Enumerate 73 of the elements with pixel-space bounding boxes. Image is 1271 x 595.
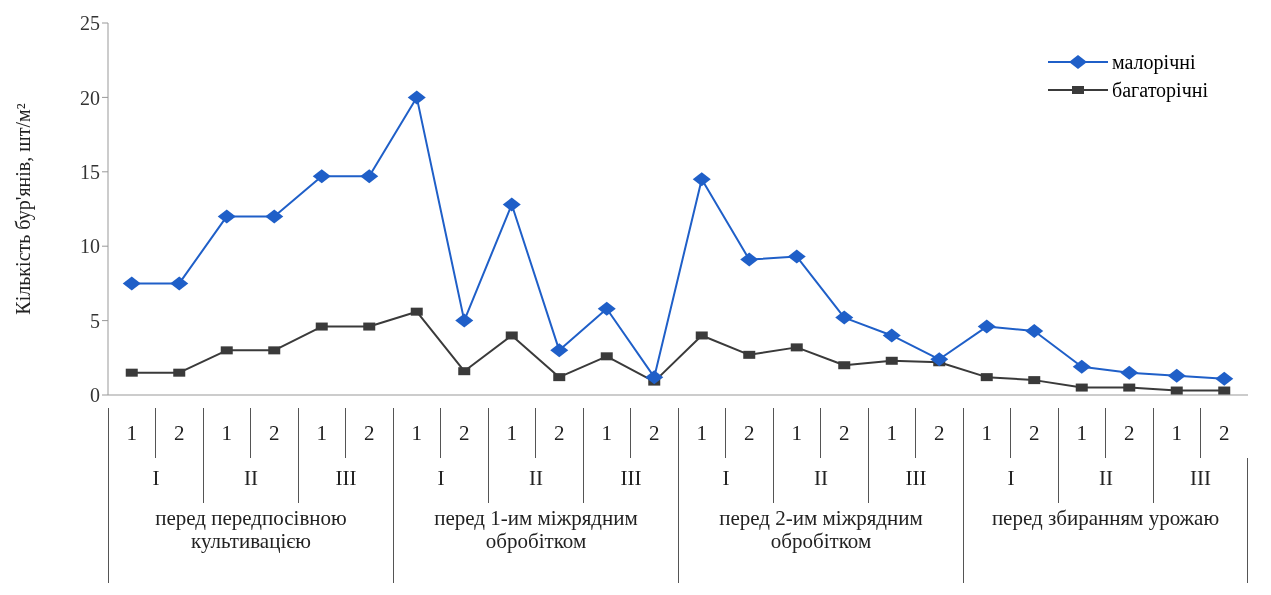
x-tick-label: 2 bbox=[838, 420, 851, 447]
point bbox=[455, 313, 474, 328]
point bbox=[930, 352, 949, 367]
text: I bbox=[393, 458, 488, 503]
x-tick-label: 2 bbox=[553, 420, 566, 447]
x-tick-label: 1 bbox=[108, 408, 156, 458]
point bbox=[882, 328, 901, 343]
y-tick-label: 20 bbox=[80, 86, 100, 109]
x-tick-label: 1 bbox=[1058, 408, 1106, 458]
text: III bbox=[583, 458, 678, 503]
y-tick-label: 15 bbox=[80, 160, 100, 183]
text: перед збиранням урожаю bbox=[963, 503, 1248, 583]
point bbox=[1167, 368, 1186, 383]
legend-label: багаторічні bbox=[1112, 78, 1208, 102]
x-tick-label: 1 bbox=[868, 408, 916, 458]
x-tick-label: 2 bbox=[1028, 420, 1041, 447]
x-tick-label: 2 bbox=[648, 420, 661, 447]
x-tick-label: 2 bbox=[173, 420, 186, 447]
point bbox=[692, 172, 711, 187]
point bbox=[977, 319, 996, 334]
text: II bbox=[1058, 458, 1153, 503]
x-tick-label: 1 bbox=[298, 408, 346, 458]
legend-label: малорічні bbox=[1112, 50, 1196, 74]
point bbox=[787, 249, 806, 264]
text: I bbox=[108, 458, 203, 503]
point bbox=[835, 310, 854, 325]
point bbox=[740, 252, 759, 267]
x-tick-label: 1 bbox=[583, 408, 631, 458]
y-axis-title: Кількість бур'янів, шт/м² bbox=[12, 103, 36, 315]
text: II bbox=[488, 458, 583, 503]
x-tick-label: 1 bbox=[678, 408, 726, 458]
text: II bbox=[203, 458, 298, 503]
x-tick-label: 2 bbox=[1218, 420, 1231, 447]
text: перед 1-им міжрядним обробітком bbox=[393, 503, 678, 583]
text: перед 2-им міжрядним обробітком bbox=[678, 503, 963, 583]
point bbox=[1072, 359, 1091, 374]
point bbox=[645, 370, 664, 385]
point bbox=[1025, 324, 1044, 339]
point bbox=[597, 301, 616, 316]
point bbox=[217, 209, 236, 224]
y-tick-label: 0 bbox=[90, 384, 100, 407]
x-tick-label: 2 bbox=[363, 420, 376, 447]
point bbox=[407, 90, 426, 105]
x-tick-label: 1 bbox=[963, 408, 1011, 458]
text: перед передпосівною культивацією bbox=[108, 503, 393, 583]
y-tick-label: 5 bbox=[90, 309, 100, 332]
x-tick-label: 1 bbox=[203, 408, 251, 458]
text: I bbox=[678, 458, 773, 503]
point bbox=[360, 169, 379, 184]
point bbox=[312, 169, 331, 184]
x-tick-label: 2 bbox=[933, 420, 946, 447]
x-tick-label: 1 bbox=[488, 408, 536, 458]
y-tick-label: 10 bbox=[80, 235, 100, 258]
x-tick-label: 1 bbox=[1153, 408, 1201, 458]
text: I bbox=[963, 458, 1058, 503]
text: III bbox=[868, 458, 963, 503]
text: III bbox=[1153, 458, 1248, 503]
point bbox=[550, 343, 569, 358]
point bbox=[502, 197, 521, 212]
x-tick-label: 2 bbox=[743, 420, 756, 447]
point bbox=[1215, 371, 1234, 386]
point bbox=[170, 276, 189, 291]
x-tick-label: 1 bbox=[393, 408, 441, 458]
text: III bbox=[298, 458, 393, 503]
x-tick-label: 2 bbox=[268, 420, 281, 447]
point bbox=[122, 276, 141, 291]
x-tick-label: 2 bbox=[1123, 420, 1136, 447]
x-tick-label: 2 bbox=[458, 420, 471, 447]
x-tick-label: 1 bbox=[773, 408, 821, 458]
point bbox=[265, 209, 284, 224]
point bbox=[1120, 365, 1139, 380]
text: II bbox=[773, 458, 868, 503]
y-tick-label: 25 bbox=[80, 12, 100, 35]
